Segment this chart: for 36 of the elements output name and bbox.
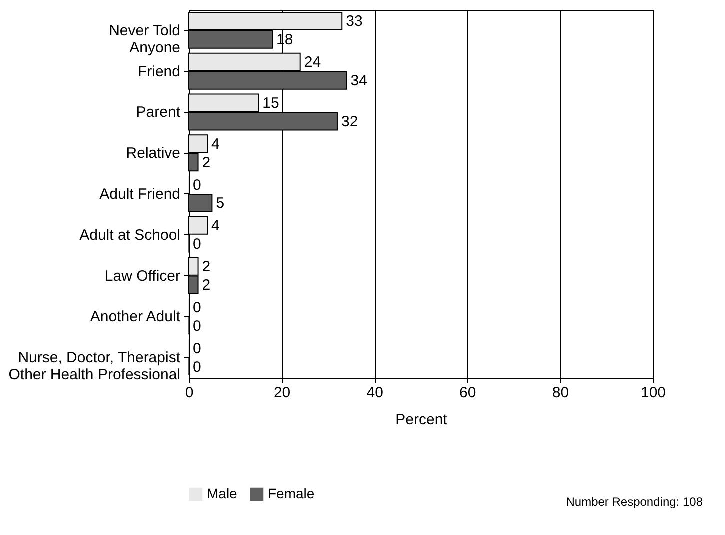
x-tick-label: 80 xyxy=(552,384,570,402)
x-tick-label: 0 xyxy=(185,384,194,402)
data-label: 33 xyxy=(346,13,363,30)
data-label: 4 xyxy=(212,136,220,153)
x-tick-label: 100 xyxy=(640,384,666,402)
data-label: 0 xyxy=(193,236,202,254)
data-label: 32 xyxy=(341,113,358,130)
data-label: 15 xyxy=(262,94,280,112)
data-label: 5 xyxy=(216,195,225,212)
legend-label: Female xyxy=(268,485,315,502)
y-tick-label: Friend xyxy=(138,63,180,80)
data-label: 0 xyxy=(193,358,202,376)
y-tick-label: Adult at School xyxy=(80,226,180,244)
data-label: 24 xyxy=(304,54,322,72)
data-label: 0 xyxy=(193,176,202,194)
y-tick-label: Nurse, Doctor, Therapist Other Health Professional xyxy=(8,350,182,384)
y-tick-label: Adult Friend xyxy=(100,186,180,203)
y-tick-label: Parent xyxy=(136,104,182,122)
legend-label: Male xyxy=(207,485,238,502)
x-axis-title: Percent xyxy=(396,412,448,428)
data-label: 2 xyxy=(202,277,211,294)
data-label: 4 xyxy=(212,218,220,235)
x-tick-label: 40 xyxy=(366,384,384,402)
data-label: 34 xyxy=(350,72,368,90)
data-label: 2 xyxy=(202,258,211,276)
y-tick-label: Law Officer xyxy=(104,268,180,285)
data-label: 0 xyxy=(193,299,202,316)
y-tick-label: Another Adult xyxy=(90,308,182,326)
data-label: 0 xyxy=(193,340,202,358)
x-tick-label: 60 xyxy=(460,384,476,402)
x-tick-label: 20 xyxy=(274,384,291,402)
y-tick-label: Relative xyxy=(126,145,180,162)
data-label: 0 xyxy=(193,318,202,335)
data-label: 2 xyxy=(202,154,211,172)
text: Number Responding: 108 xyxy=(566,495,703,509)
y-tick-label: Never Told Anyone xyxy=(109,22,180,56)
